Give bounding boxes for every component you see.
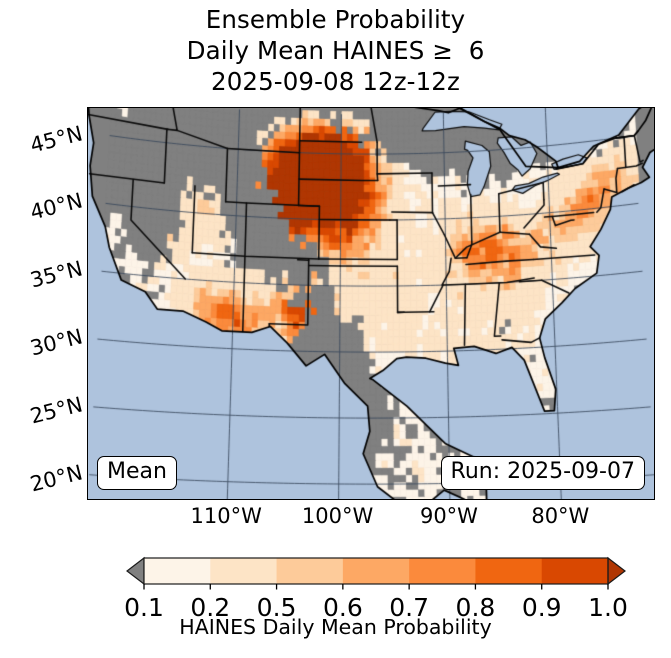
colorbar-segment [144, 558, 211, 584]
title-line-2: Daily Mean HAINES ≥ 6 [186, 36, 485, 65]
colorbar-tick-1.0: 1.0 [588, 593, 628, 622]
colorbar-segment [541, 558, 609, 584]
colorbar-over-arrow [607, 556, 626, 586]
colorbar-tick-0.1: 0.1 [124, 593, 164, 622]
run-label-text: Run: 2025-09-07 [450, 459, 635, 484]
lat-tick-25: 25°N [27, 392, 85, 429]
colorbar-outline [143, 557, 609, 585]
colorbar-segment [409, 558, 477, 584]
colorbar-segment [210, 558, 278, 584]
lat-tick-30: 30°N [27, 324, 85, 361]
member-label-text: Mean [107, 459, 167, 484]
lat-tick-40: 40°N [27, 188, 85, 225]
colorbar-tick-0.8: 0.8 [455, 593, 496, 622]
colorbar-segment [276, 558, 344, 584]
lon-tick-110: 110°W [190, 504, 262, 528]
colorbar-segment [342, 558, 410, 584]
colorbar-tick-0.2: 0.2 [190, 593, 231, 622]
colorbar-tick-0.7: 0.7 [389, 593, 430, 622]
colorbar-tick-0.9: 0.9 [521, 593, 562, 622]
lon-tick-80: 80°W [531, 504, 590, 528]
lon-tick-100: 100°W [301, 504, 374, 528]
colorbar: 0.1 0.2 0.5 0.6 0.7 0.8 0.9 1.0 HAINES Daily Me… [0, 553, 671, 658]
title-line-3: 2025-09-08 12z-12z [211, 67, 460, 96]
colorbar-swatches [126, 556, 626, 590]
colorbar-tick-0.5: 0.5 [256, 593, 297, 622]
lat-tick-20: 20°N [27, 460, 85, 497]
colorbar-axis-label: HAINES Daily Mean Probability [179, 615, 492, 639]
colorbar-tick-labels: 0.1 0.2 0.5 0.6 0.7 0.8 0.9 1.0 [0, 583, 671, 622]
lat-tick-35: 35°N [27, 256, 85, 293]
probability-map[interactable]: Mean Run: 2025-09-07 [87, 107, 655, 500]
colorbar-under-arrow [126, 556, 145, 586]
lat-tick-45: 45°N [27, 120, 85, 157]
title-line-1: Ensemble Probability [205, 5, 466, 34]
run-label-box: Run: 2025-09-07 [440, 456, 645, 490]
colorbar-tick-0.6: 0.6 [322, 593, 363, 622]
colorbar-segment [475, 558, 543, 584]
chart-title: Ensemble Probability Daily Mean HAINES ≥… [0, 4, 671, 97]
lon-tick-90: 90°W [419, 504, 478, 528]
map-raster [88, 108, 654, 499]
member-label-box: Mean [97, 456, 177, 490]
